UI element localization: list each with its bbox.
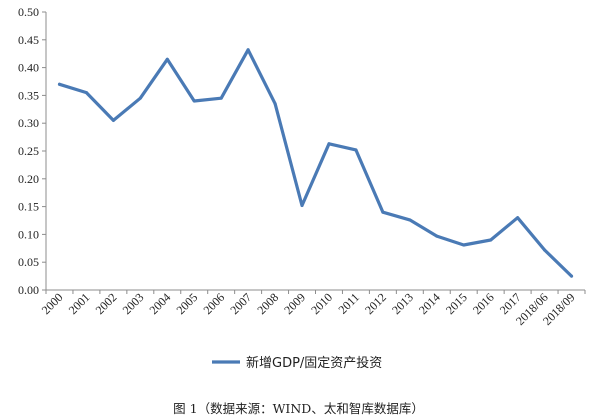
data-point [192,99,196,103]
data-point [138,96,142,100]
data-point [381,210,385,214]
x-tick-label: 2015 [443,290,470,317]
x-tick-label: 2010 [308,290,335,317]
y-tick-label: 0.45 [18,33,39,47]
data-point [273,102,277,106]
data-point [300,203,304,207]
y-tick-label: 0.25 [18,144,39,158]
data-point [489,238,493,242]
data-point [543,248,547,252]
figure-caption: 图 1（数据来源：WIND、太和智库数据库） [173,401,424,416]
x-tick-label: 2006 [200,290,227,317]
x-tick-label: 2007 [227,290,254,317]
y-tick-label: 0.15 [18,200,39,214]
x-tick-label: 2009 [281,290,308,317]
y-tick-label: 0.10 [18,227,39,241]
x-axis-ticks: 2000 2001 2002 2003 2004 2005 2006 2007 2008 2009… [39,290,586,328]
data-point [462,243,466,247]
data-point [408,218,412,222]
axes [45,12,585,291]
data-point [111,118,115,122]
data-point [570,274,574,278]
y-tick-label: 0.05 [18,255,39,269]
x-tick-label: 2001 [66,290,93,317]
y-tick-label: 0.50 [18,5,39,19]
x-tick-label: 2004 [147,290,174,317]
data-point [435,234,439,238]
x-tick-label: 2000 [39,290,66,317]
x-tick-label: 2002 [93,290,120,317]
x-tick-label: 2008 [254,290,281,317]
line-chart: 0.00 0.05 0.10 0.15 0.20 0.25 0.30 0.35 0.40 0.45… [18,5,586,371]
data-point [354,148,358,152]
y-axis-ticks: 0.00 0.05 0.10 0.15 0.20 0.25 0.30 0.35 0.40 0.45… [18,5,46,297]
y-tick-label: 0.00 [18,283,39,297]
y-tick-label: 0.20 [18,172,39,186]
y-tick-label: 0.40 [18,61,39,75]
x-tick-label: 2014 [416,290,443,317]
legend: 新增GDP/固定资产投资 [212,355,382,371]
x-tick-label: 2012 [362,290,389,317]
x-tick-label: 2013 [389,290,416,317]
x-tick-label: 2011 [335,290,362,317]
data-point [84,91,88,95]
y-tick-label: 0.35 [18,88,39,102]
x-tick-label: 2016 [470,290,497,317]
series-lines [57,48,574,278]
x-tick-label: 2005 [173,290,200,317]
data-point [516,216,520,220]
data-point [246,48,250,52]
y-tick-label: 0.30 [18,116,39,130]
series-line [57,48,574,278]
x-tick-label: 2003 [120,290,147,317]
data-point [165,57,169,61]
data-point [327,142,331,146]
data-point [57,82,61,86]
legend-label: 新增GDP/固定资产投资 [246,355,382,371]
data-point [219,96,223,100]
